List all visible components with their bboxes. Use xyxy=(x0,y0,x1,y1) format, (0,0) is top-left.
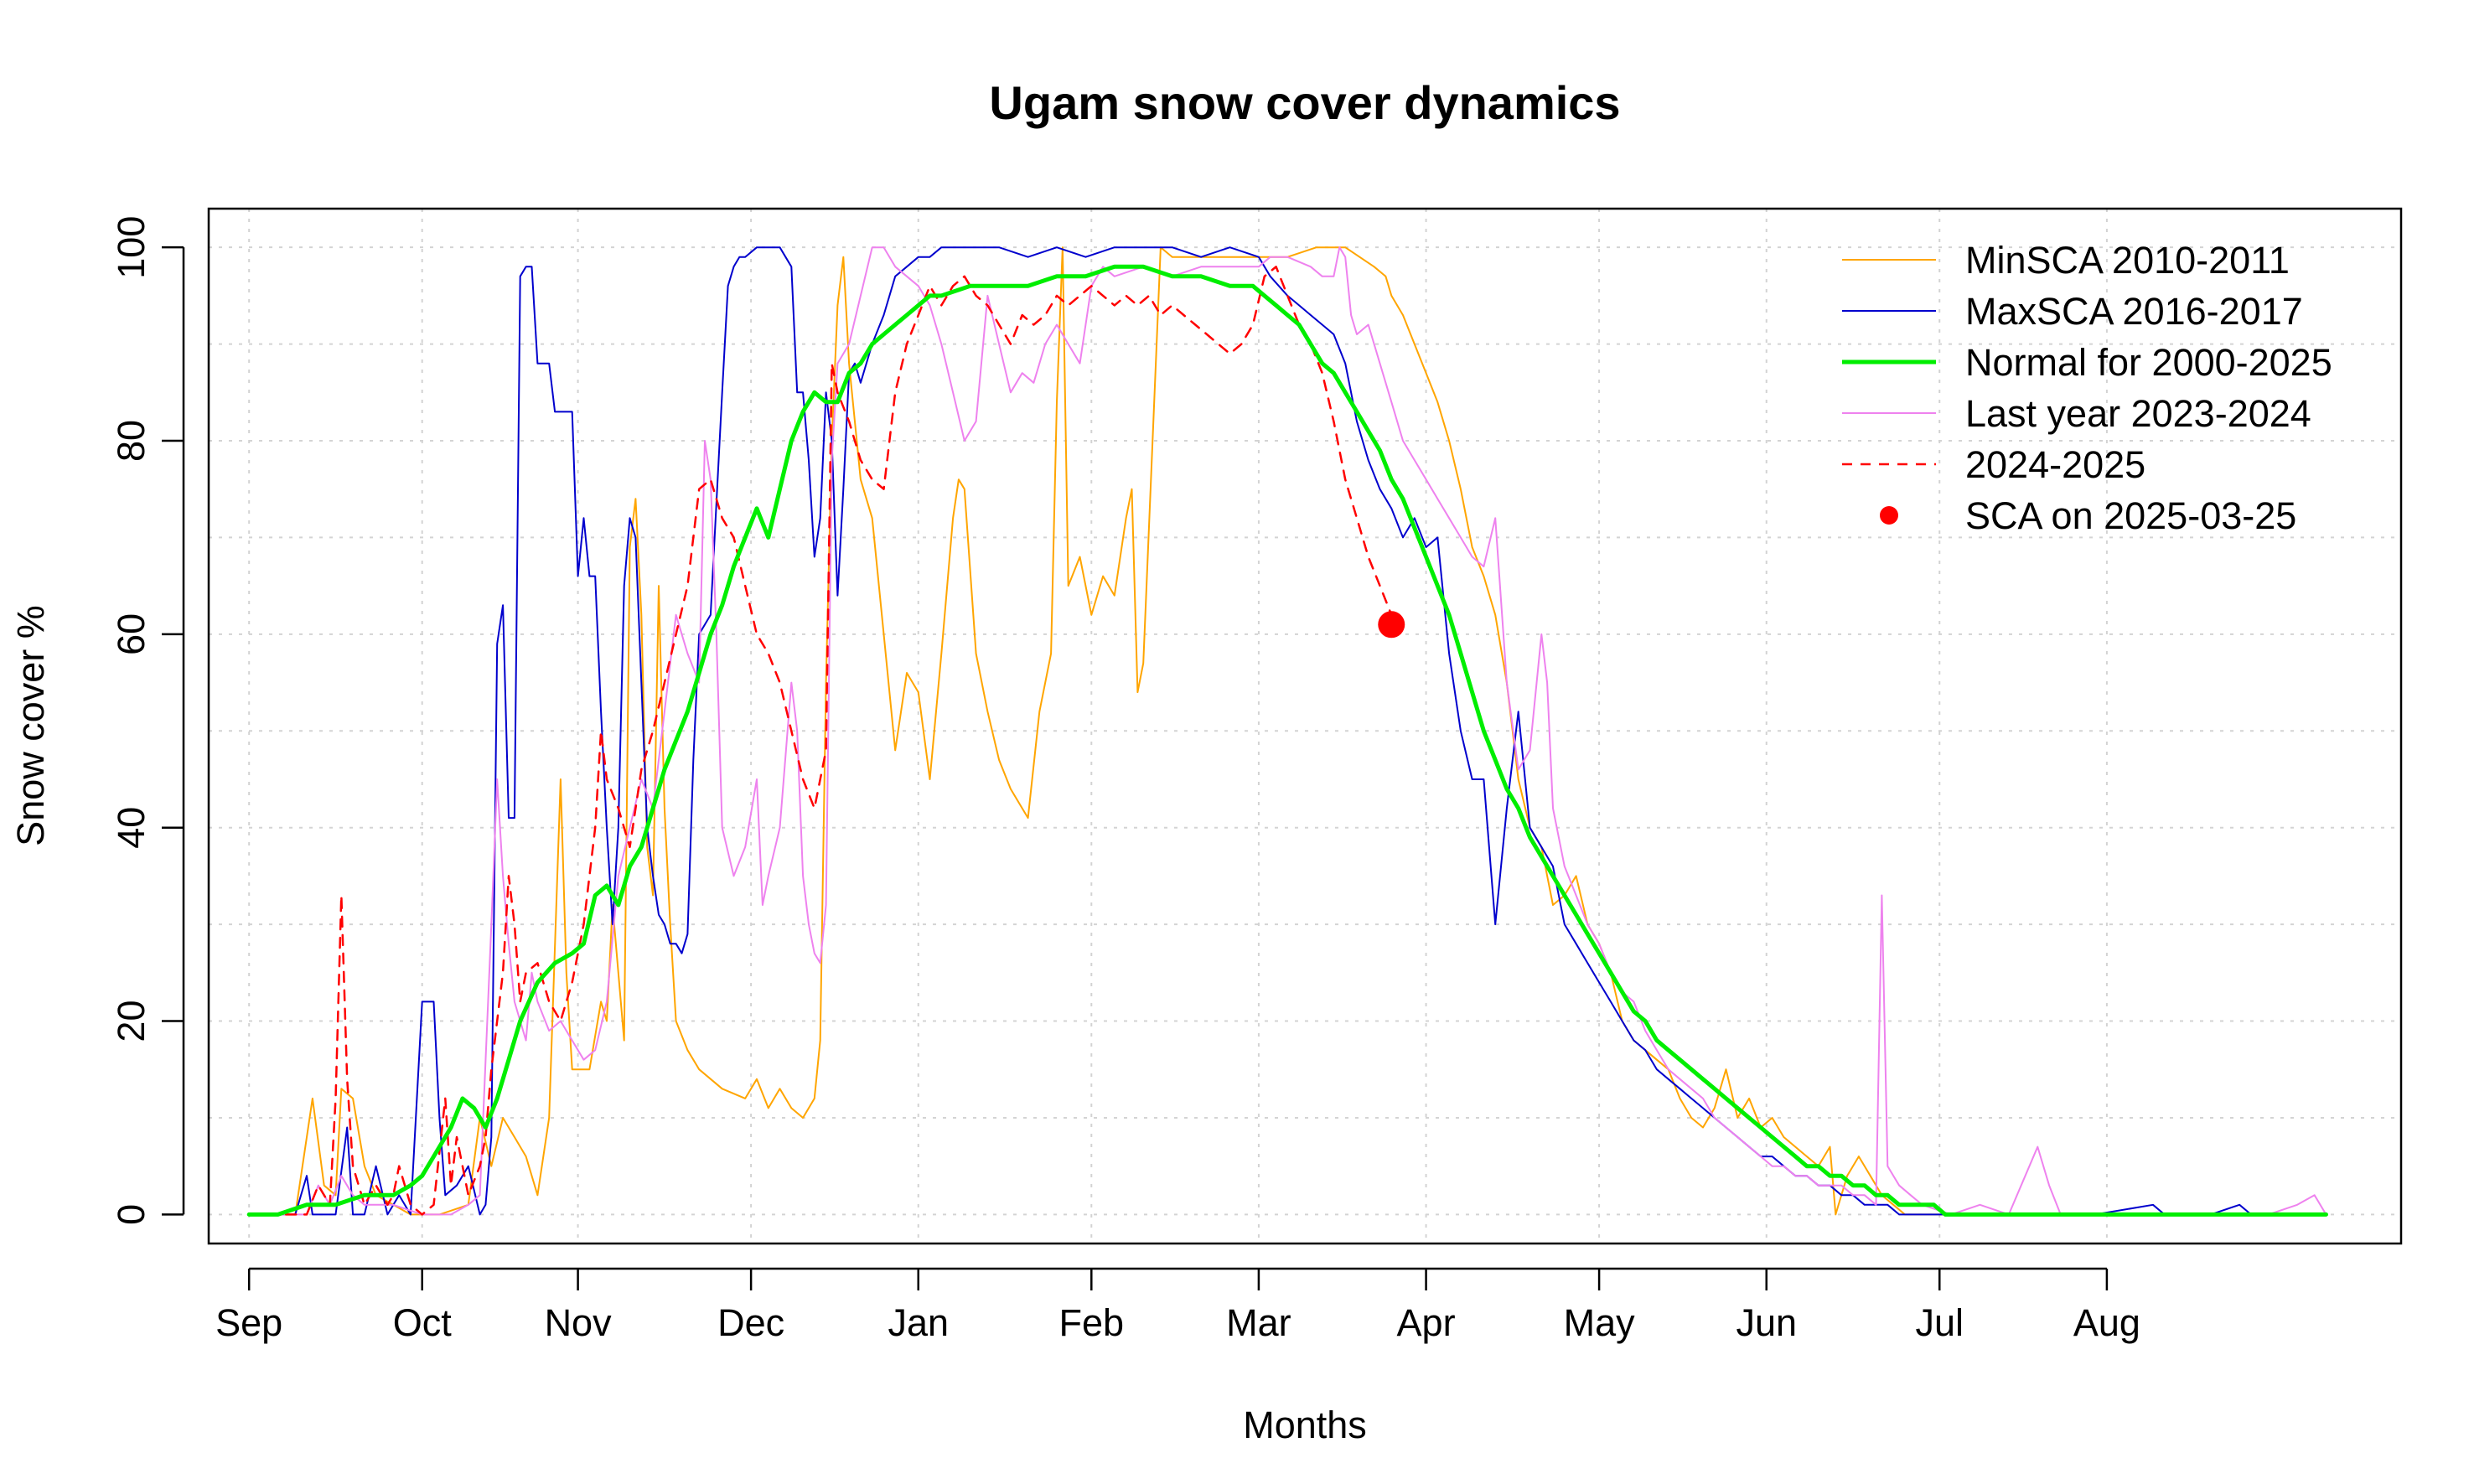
legend-label-2024-2025: 2024-2025 xyxy=(1965,443,2145,486)
x-tick-label-dec: Dec xyxy=(717,1301,784,1344)
legend: MinSCA 2010-2011 MaxSCA 2016-2017 Normal f… xyxy=(1842,239,2332,537)
x-tick-label-jan: Jan xyxy=(888,1301,949,1344)
y-tick-label-40: 40 xyxy=(110,807,153,849)
x-tick-label-feb: Feb xyxy=(1059,1301,1125,1344)
y-tick-label-100: 100 xyxy=(110,216,153,279)
x-axis: Sep Oct Nov Dec Jan Feb Mar Apr May Jun Jul Aug xyxy=(215,1267,2140,1344)
x-tick-label-mar: Mar xyxy=(1226,1301,1291,1344)
legend-label-sca-on-2025-03-25: SCA on 2025-03-25 xyxy=(1965,494,2296,537)
legend-label-minsca-2010-2011: MinSCA 2010-2011 xyxy=(1965,239,2290,282)
y-axis: 0 20 40 60 80 100 xyxy=(110,216,185,1225)
x-tick-label-jul: Jul xyxy=(1915,1301,1964,1344)
x-tick-label-apr: Apr xyxy=(1397,1301,1456,1344)
x-axis-label: Months xyxy=(1243,1404,1367,1446)
x-tick-label-sep: Sep xyxy=(215,1301,282,1344)
series-line-last-year-2023-2024 xyxy=(248,246,2327,1216)
y-axis-label: Snow cover % xyxy=(9,605,52,846)
series-point-sca-on-2025-03-25-0 xyxy=(1378,611,1405,639)
x-tick-label-jun: Jun xyxy=(1736,1301,1797,1344)
plot-border xyxy=(207,207,2403,1245)
y-tick-label-20: 20 xyxy=(110,1001,153,1042)
x-tick-label-aug: Aug xyxy=(2073,1301,2140,1344)
series-line-normal-for-2000-2025 xyxy=(246,264,2328,1217)
y-tick-label-60: 60 xyxy=(110,613,153,655)
y-tick-label-80: 80 xyxy=(110,420,153,462)
series-line-maxsca-2016-2017 xyxy=(248,246,2327,1216)
legend-label-maxsca-2016-2017: MaxSCA 2016-2017 xyxy=(1965,290,2303,333)
legend-label-last-year-2023-2024: Last year 2023-2024 xyxy=(1965,392,2311,435)
legend-label-normal-for-2000-2025: Normal for 2000-2025 xyxy=(1965,341,2332,384)
series-line-minsca-2010-2011 xyxy=(248,246,2327,1216)
legend-swatch-sca-on-2025-03-25 xyxy=(1880,506,1898,525)
chart-title: Ugam snow cover dynamics xyxy=(989,76,1620,129)
series-layer xyxy=(246,246,2328,1217)
y-tick-label-0: 0 xyxy=(110,1204,153,1225)
x-tick-label-may: May xyxy=(1564,1301,1636,1344)
x-tick-label-oct: Oct xyxy=(393,1301,453,1344)
series-line-2024-2025 xyxy=(247,266,1393,1216)
x-tick-label-nov: Nov xyxy=(545,1301,613,1344)
grid xyxy=(209,209,2401,1244)
